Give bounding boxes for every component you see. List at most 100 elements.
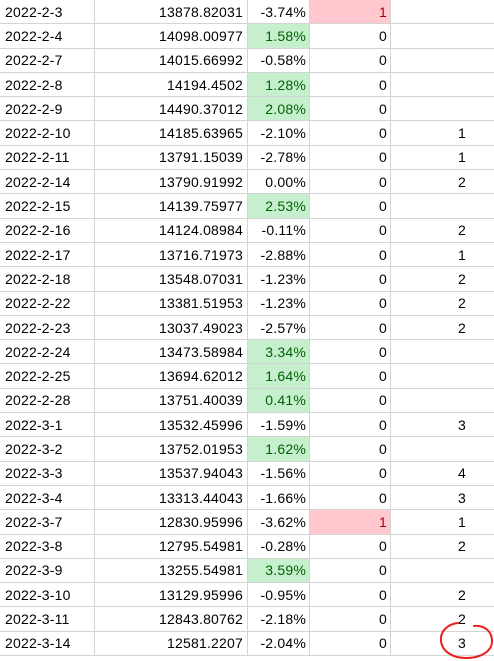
percent-change-cell[interactable]: 0.00% xyxy=(248,170,310,195)
date-cell[interactable]: 2022-2-28 xyxy=(0,388,95,414)
flag-cell[interactable]: 0 xyxy=(310,364,391,389)
date-cell[interactable]: 2022-2-11 xyxy=(0,145,95,171)
value-cell[interactable]: 13548.07031 xyxy=(95,267,248,292)
count-cell[interactable] xyxy=(391,24,494,49)
flag-cell[interactable]: 1 xyxy=(310,0,391,25)
percent-change-cell[interactable]: -1.56% xyxy=(248,461,310,486)
flag-cell[interactable]: 0 xyxy=(310,121,391,146)
value-cell[interactable]: 12795.54981 xyxy=(95,534,248,559)
value-cell[interactable]: 13791.15039 xyxy=(95,145,248,171)
count-cell[interactable] xyxy=(391,559,494,584)
percent-change-cell[interactable]: -3.74% xyxy=(248,0,310,25)
value-cell[interactable]: 14139.75977 xyxy=(95,194,248,219)
count-cell[interactable] xyxy=(391,194,494,219)
flag-cell[interactable]: 0 xyxy=(310,24,391,49)
flag-cell[interactable]: 0 xyxy=(310,97,391,122)
date-cell[interactable]: 2022-2-3 xyxy=(0,0,95,25)
count-cell[interactable]: 2 xyxy=(391,535,494,559)
percent-change-cell[interactable]: 1.64% xyxy=(248,364,310,389)
flag-cell[interactable]: 0 xyxy=(310,558,391,584)
percent-change-cell[interactable]: -1.23% xyxy=(248,291,310,316)
percent-change-cell[interactable]: 3.34% xyxy=(248,340,310,365)
date-cell[interactable]: 2022-2-10 xyxy=(0,121,95,146)
value-cell[interactable]: 13537.94043 xyxy=(95,461,248,486)
date-cell[interactable]: 2022-2-8 xyxy=(0,72,95,98)
date-cell[interactable]: 2022-3-10 xyxy=(0,583,95,608)
percent-change-cell[interactable]: 1.62% xyxy=(248,437,310,462)
percent-change-cell[interactable]: -2.78% xyxy=(248,145,310,171)
date-cell[interactable]: 2022-3-3 xyxy=(0,461,95,486)
percent-change-cell[interactable]: -0.58% xyxy=(248,48,310,73)
date-cell[interactable]: 2022-2-18 xyxy=(0,267,95,292)
percent-change-cell[interactable]: 2.08% xyxy=(248,97,310,122)
value-cell[interactable]: 13255.54981 xyxy=(95,558,248,584)
count-cell[interactable]: 2 xyxy=(391,583,494,608)
flag-cell[interactable]: 0 xyxy=(310,607,391,632)
count-cell[interactable]: 2 xyxy=(391,292,494,316)
count-cell[interactable]: 1 xyxy=(391,146,494,171)
date-cell[interactable]: 2022-3-2 xyxy=(0,437,95,462)
flag-cell[interactable]: 0 xyxy=(310,413,391,438)
value-cell[interactable]: 14194.4502 xyxy=(95,72,248,98)
percent-change-cell[interactable]: 2.53% xyxy=(248,194,310,219)
count-cell[interactable] xyxy=(391,73,494,98)
percent-change-cell[interactable]: -2.10% xyxy=(248,121,310,146)
count-cell[interactable] xyxy=(391,437,494,462)
date-cell[interactable]: 2022-2-7 xyxy=(0,48,95,73)
value-cell[interactable]: 14015.66992 xyxy=(95,48,248,73)
flag-cell[interactable]: 0 xyxy=(310,461,391,486)
flag-cell[interactable]: 0 xyxy=(310,583,391,608)
percent-change-cell[interactable]: -2.04% xyxy=(248,631,310,657)
date-cell[interactable]: 2022-3-1 xyxy=(0,413,95,438)
date-cell[interactable]: 2022-3-9 xyxy=(0,558,95,584)
flag-cell[interactable]: 0 xyxy=(310,72,391,98)
percent-change-cell[interactable]: -2.18% xyxy=(248,607,310,632)
percent-change-cell[interactable]: -0.11% xyxy=(248,218,310,243)
date-cell[interactable]: 2022-3-7 xyxy=(0,510,95,535)
flag-cell[interactable]: 0 xyxy=(310,291,391,316)
flag-cell[interactable]: 1 xyxy=(310,510,391,535)
value-cell[interactable]: 13752.01953 xyxy=(95,437,248,462)
date-cell[interactable]: 2022-2-14 xyxy=(0,170,95,195)
value-cell[interactable]: 13878.82031 xyxy=(95,0,248,25)
count-cell[interactable] xyxy=(391,340,494,365)
count-cell[interactable]: 3 xyxy=(391,486,494,511)
count-cell[interactable]: 3 xyxy=(391,632,494,657)
percent-change-cell[interactable]: -2.57% xyxy=(248,315,310,341)
date-cell[interactable]: 2022-3-11 xyxy=(0,607,95,632)
date-cell[interactable]: 2022-2-24 xyxy=(0,340,95,365)
date-cell[interactable]: 2022-2-17 xyxy=(0,242,95,268)
date-cell[interactable]: 2022-2-23 xyxy=(0,315,95,341)
count-cell[interactable]: 1 xyxy=(391,121,494,146)
flag-cell[interactable]: 0 xyxy=(310,145,391,171)
count-cell[interactable]: 1 xyxy=(391,510,494,535)
count-cell[interactable]: 2 xyxy=(391,316,494,341)
percent-change-cell[interactable]: 3.59% xyxy=(248,558,310,584)
date-cell[interactable]: 2022-2-15 xyxy=(0,194,95,219)
flag-cell[interactable]: 0 xyxy=(310,194,391,219)
count-cell[interactable]: 2 xyxy=(391,267,494,292)
value-cell[interactable]: 13694.62012 xyxy=(95,364,248,389)
flag-cell[interactable]: 0 xyxy=(310,534,391,559)
value-cell[interactable]: 14490.37012 xyxy=(95,97,248,122)
count-cell[interactable]: 1 xyxy=(391,243,494,268)
date-cell[interactable]: 2022-3-14 xyxy=(0,631,95,657)
count-cell[interactable] xyxy=(391,97,494,122)
value-cell[interactable]: 13129.95996 xyxy=(95,583,248,608)
value-cell[interactable]: 13381.51953 xyxy=(95,291,248,316)
percent-change-cell[interactable]: -0.95% xyxy=(248,583,310,608)
count-cell[interactable] xyxy=(391,49,494,73)
flag-cell[interactable]: 0 xyxy=(310,437,391,462)
value-cell[interactable]: 12581.2207 xyxy=(95,631,248,657)
count-cell[interactable]: 3 xyxy=(391,413,494,438)
count-cell[interactable]: 2 xyxy=(391,219,494,243)
date-cell[interactable]: 2022-2-16 xyxy=(0,218,95,243)
percent-change-cell[interactable]: -2.88% xyxy=(248,242,310,268)
flag-cell[interactable]: 0 xyxy=(310,267,391,292)
value-cell[interactable]: 13751.40039 xyxy=(95,388,248,414)
flag-cell[interactable]: 0 xyxy=(310,485,391,511)
flag-cell[interactable]: 0 xyxy=(310,218,391,243)
value-cell[interactable]: 13473.58984 xyxy=(95,340,248,365)
flag-cell[interactable]: 0 xyxy=(310,170,391,195)
flag-cell[interactable]: 0 xyxy=(310,315,391,341)
